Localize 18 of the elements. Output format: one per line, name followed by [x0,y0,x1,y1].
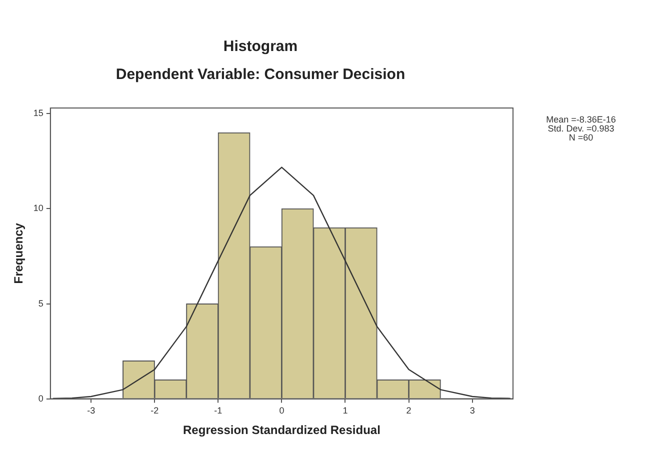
y-axis-title: Frequency [12,222,26,284]
x-tick-label: 3 [470,406,475,416]
chart-subtitle: Dependent Variable: Consumer Decision [116,66,406,84]
text: Mean =-8.36E-16 [546,114,616,124]
x-tick-label: 1 [342,406,348,416]
x-tick-label: 0 [279,406,284,416]
x-tick-label: 2 [406,406,412,416]
text: N =60 [568,132,594,142]
y-tick-label: 0 [38,393,44,404]
x-axis-title: Regression Standardized Residual [183,423,380,438]
x-tick-label: -1 [214,406,222,416]
y-tick-label: 15 [33,108,44,118]
y-tick-label: 5 [38,298,44,308]
x-tick-label: -2 [150,406,159,416]
y-tick-label: 10 [33,203,44,214]
text: Std. Dev. =0.983 [548,123,614,134]
chart-title: Histogram [223,38,298,56]
x-tick-label: -3 [87,406,96,416]
